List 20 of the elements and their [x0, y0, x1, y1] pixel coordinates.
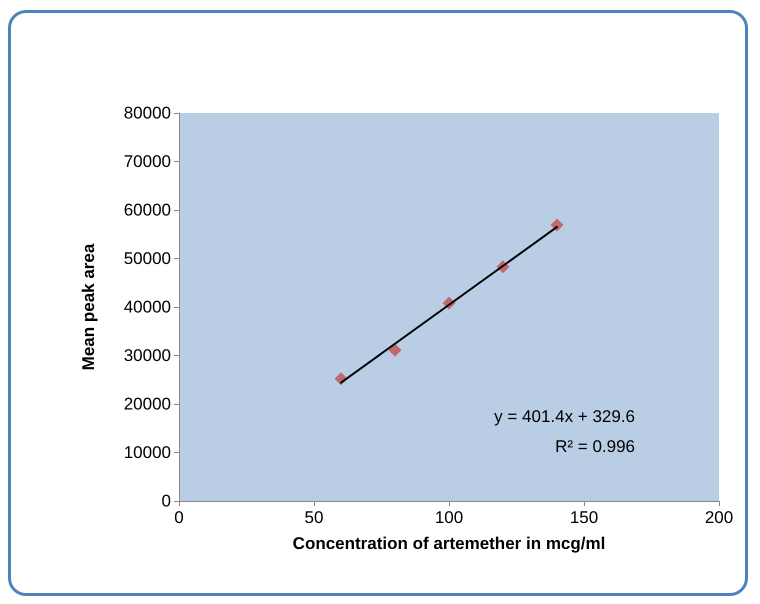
y-tick-label: 40000 — [124, 298, 171, 316]
y-tick-label: 20000 — [124, 394, 171, 414]
annotation: y = 401.4x + 329.6 — [494, 407, 636, 426]
y-tick-label: 60000 — [124, 200, 171, 220]
y-tick-label: 80000 — [124, 104, 171, 122]
y-tick-label: 50000 — [124, 249, 171, 268]
point — [388, 344, 402, 357]
x-axis-title: Concentration of artemether in mcg/ml — [292, 534, 606, 553]
x-tick-label: 100 — [434, 508, 464, 527]
x-tick-label: 0 — [174, 508, 184, 527]
x-tick-label: 50 — [304, 508, 324, 527]
y-tick-label: 30000 — [124, 346, 171, 365]
y-tick-label: 0 — [162, 492, 171, 510]
y-tick-label: 10000 — [124, 443, 171, 462]
y-axis-title: Mean peak area — [79, 243, 98, 370]
point — [550, 218, 564, 232]
annotation: R² = 0.996 — [555, 437, 636, 456]
x-tick-label: 150 — [570, 508, 598, 527]
y-tick-label: 70000 — [124, 152, 171, 171]
x-tick-label: 200 — [704, 508, 734, 527]
